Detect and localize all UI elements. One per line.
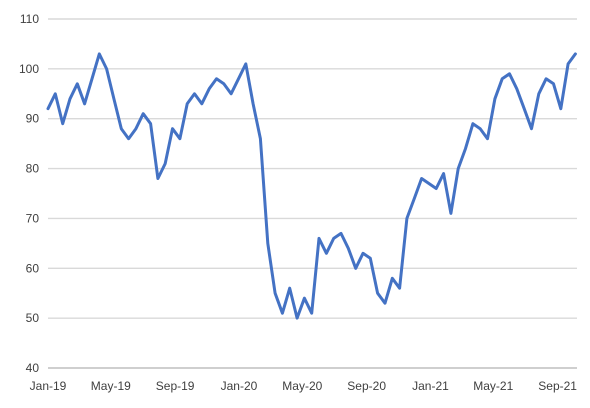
series-line-0: [46, 52, 577, 320]
x-tick-label: Jan-19: [30, 379, 67, 393]
y-tick-labels: 40 50 60 70 80 90 100 110: [19, 12, 39, 375]
x-tick-label: Sep-21: [538, 379, 577, 393]
y-tick-label: 100: [19, 62, 39, 76]
x-tick-label: Jan-20: [221, 379, 258, 393]
y-tick-label: 110: [20, 12, 39, 26]
x-tick-labels: Jan-19 May-19 Sep-19 Jan-20 May-20 Sep-20 Jan-…: [30, 379, 578, 393]
x-tick-label: Sep-19: [156, 379, 195, 393]
y-tick-label: 40: [26, 361, 40, 375]
series-layer: [46, 52, 577, 320]
x-tick-label: May-19: [91, 379, 131, 393]
gridlines: [48, 18, 577, 319]
x-tick-label: Sep-20: [347, 379, 386, 393]
x-tick-label: May-21: [473, 379, 513, 393]
y-tick-label: 50: [26, 311, 40, 325]
x-tick-label: Jan-21: [412, 379, 449, 393]
y-tick-label: 70: [26, 211, 40, 225]
y-tick-label: 60: [26, 261, 40, 275]
x-tick-label: May-20: [282, 379, 322, 393]
y-tick-label: 80: [26, 162, 40, 176]
y-tick-label: 90: [26, 112, 40, 126]
